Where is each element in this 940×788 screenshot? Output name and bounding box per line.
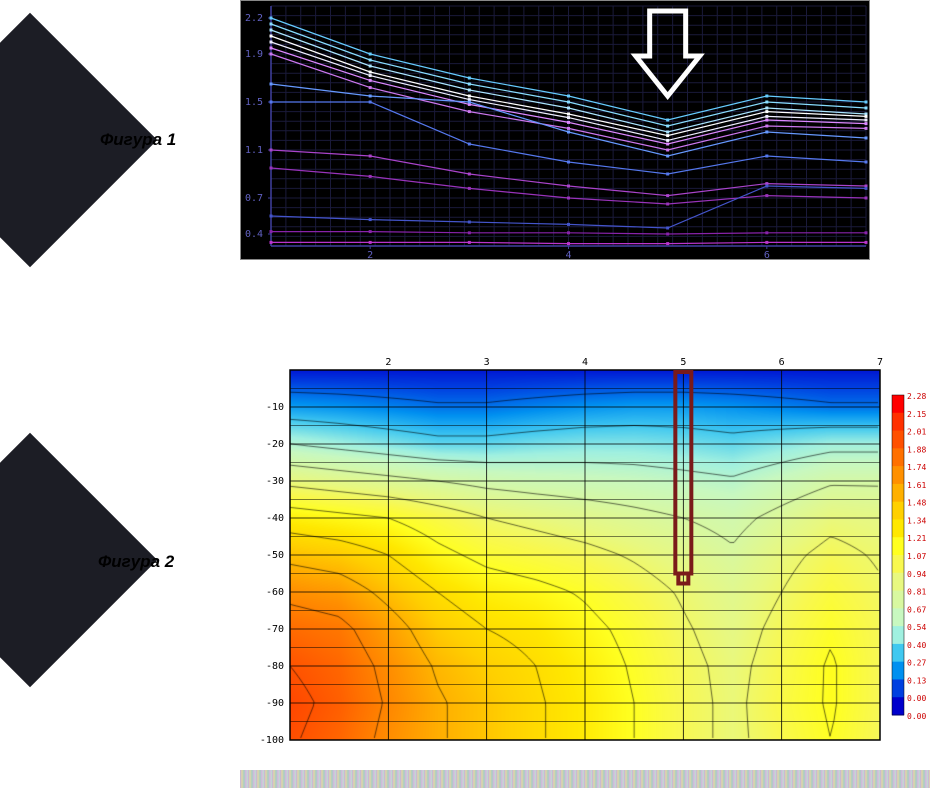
svg-text:0.81: 0.81 [907, 588, 926, 597]
svg-text:-50: -50 [266, 550, 284, 561]
svg-text:-20: -20 [266, 439, 284, 450]
svg-text:0.4: 0.4 [245, 229, 263, 240]
svg-text:6: 6 [779, 357, 785, 368]
svg-text:-10: -10 [266, 402, 284, 413]
svg-text:-80: -80 [266, 661, 284, 672]
svg-text:0.67: 0.67 [907, 605, 926, 614]
svg-text:0.00: 0.00 [907, 712, 926, 721]
svg-text:2.28: 2.28 [907, 392, 926, 401]
svg-text:-30: -30 [266, 476, 284, 487]
svg-text:-60: -60 [266, 587, 284, 598]
svg-text:1.61: 1.61 [907, 481, 926, 490]
svg-text:1.88: 1.88 [907, 445, 926, 454]
svg-text:0.54: 0.54 [907, 623, 926, 632]
svg-text:6: 6 [764, 250, 770, 261]
svg-text:0.00: 0.00 [907, 694, 926, 703]
svg-text:1.34: 1.34 [907, 516, 926, 525]
svg-text:4: 4 [566, 250, 572, 261]
svg-text:-70: -70 [266, 624, 284, 635]
figure2-overlay-svg: 2 3 4 5 6 7 -10 -20 -30 -40 -50 -60 -70 -80 -90 -100 2.2… [240, 350, 930, 750]
svg-text:1.21: 1.21 [907, 534, 926, 543]
svg-text:3: 3 [484, 357, 490, 368]
svg-text:0.7: 0.7 [245, 193, 263, 204]
svg-text:5: 5 [680, 357, 686, 368]
svg-text:1.5: 1.5 [245, 97, 263, 108]
svg-text:1.9: 1.9 [245, 49, 263, 60]
svg-text:-100: -100 [260, 735, 284, 746]
svg-text:7: 7 [877, 357, 883, 368]
svg-text:4: 4 [582, 357, 588, 368]
svg-text:2.01: 2.01 [907, 428, 926, 437]
figure2-label: Фигура 2 [98, 552, 174, 572]
svg-text:2: 2 [367, 250, 373, 261]
svg-text:1.74: 1.74 [907, 463, 926, 472]
svg-text:2.15: 2.15 [907, 410, 926, 419]
svg-text:1.1: 1.1 [245, 145, 263, 156]
svg-text:0.13: 0.13 [907, 676, 926, 685]
figure2-heatmap: 2 3 4 5 6 7 -10 -20 -30 -40 -50 -60 -70 -80 -90 -100 2.2… [240, 350, 930, 750]
svg-text:0.40: 0.40 [907, 641, 926, 650]
figure1-line-chart: 0.4 0.7 1.1 1.5 1.9 2.2 2 4 6 [240, 0, 870, 260]
svg-text:-40: -40 [266, 513, 284, 524]
svg-text:0.27: 0.27 [907, 659, 926, 668]
svg-text:2.2: 2.2 [245, 13, 263, 24]
svg-text:1.48: 1.48 [907, 499, 926, 508]
figure1-svg: 0.4 0.7 1.1 1.5 1.9 2.2 2 4 6 [241, 1, 871, 261]
svg-text:2: 2 [385, 357, 391, 368]
svg-text:-90: -90 [266, 698, 284, 709]
noise-strip [240, 770, 930, 788]
figure1-label: Фигура 1 [100, 130, 176, 150]
svg-text:0.94: 0.94 [907, 570, 926, 579]
svg-text:1.07: 1.07 [907, 552, 926, 561]
